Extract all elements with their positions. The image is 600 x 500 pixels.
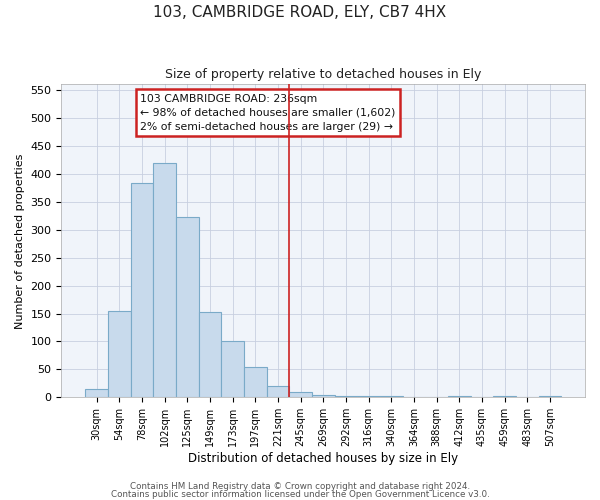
Bar [539, 396, 561, 398]
Bar [85, 389, 108, 398]
Bar [357, 396, 380, 398]
Bar [153, 162, 176, 398]
Title: Size of property relative to detached houses in Ely: Size of property relative to detached ho… [165, 68, 481, 80]
Bar [289, 392, 312, 398]
Bar [380, 396, 403, 398]
Text: Contains public sector information licensed under the Open Government Licence v3: Contains public sector information licen… [110, 490, 490, 499]
Bar [108, 310, 131, 398]
Text: 103, CAMBRIDGE ROAD, ELY, CB7 4HX: 103, CAMBRIDGE ROAD, ELY, CB7 4HX [154, 5, 446, 20]
Bar [176, 218, 199, 398]
Text: Contains HM Land Registry data © Crown copyright and database right 2024.: Contains HM Land Registry data © Crown c… [130, 482, 470, 491]
Y-axis label: Number of detached properties: Number of detached properties [15, 153, 25, 328]
Bar [312, 394, 335, 398]
X-axis label: Distribution of detached houses by size in Ely: Distribution of detached houses by size … [188, 452, 458, 465]
Bar [131, 184, 153, 398]
Bar [199, 312, 221, 398]
Text: 103 CAMBRIDGE ROAD: 236sqm
← 98% of detached houses are smaller (1,602)
2% of se: 103 CAMBRIDGE ROAD: 236sqm ← 98% of deta… [140, 94, 395, 132]
Bar [266, 386, 289, 398]
Bar [335, 396, 357, 398]
Bar [221, 342, 244, 398]
Bar [493, 396, 516, 398]
Bar [244, 366, 266, 398]
Bar [448, 396, 470, 398]
